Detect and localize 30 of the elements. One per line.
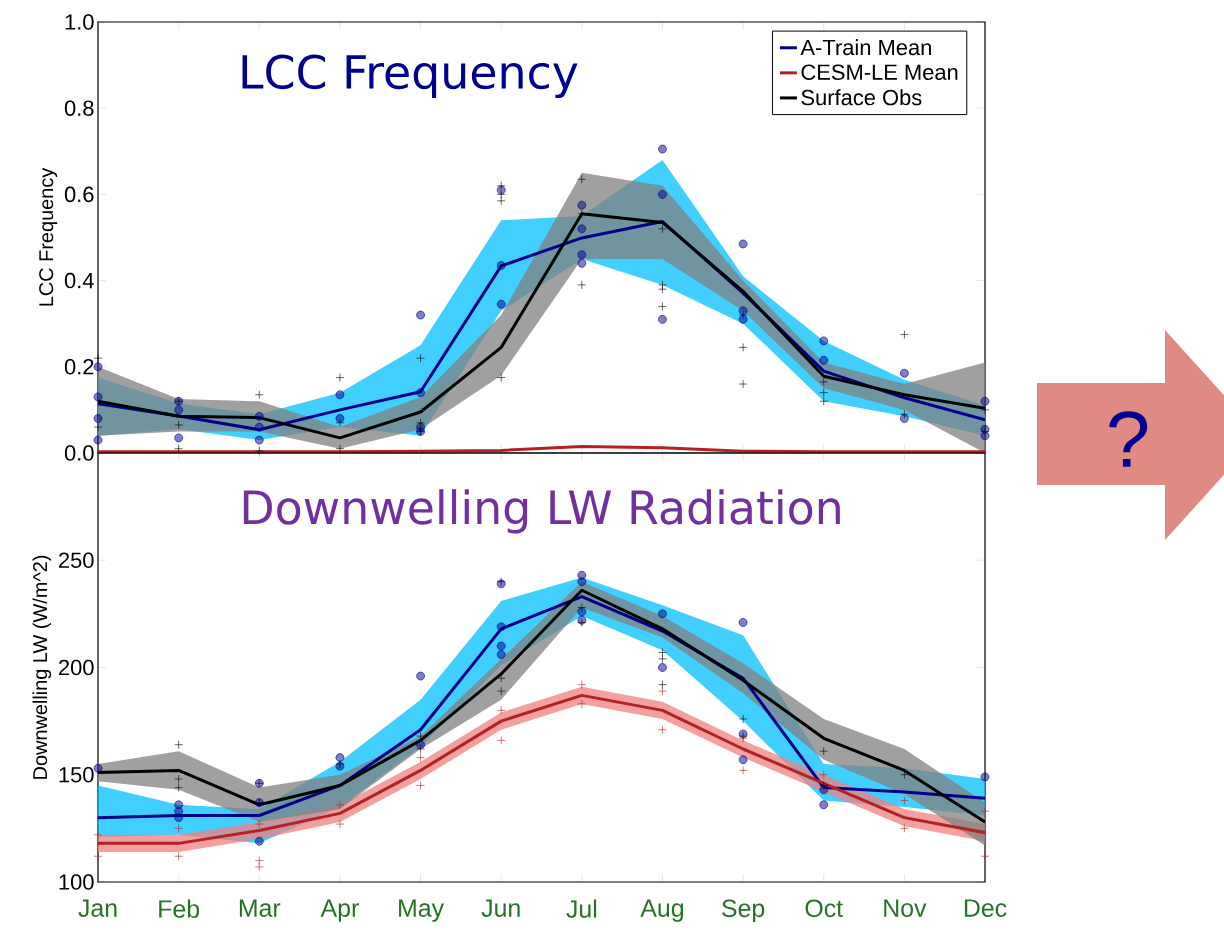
y-tick-label: 0.4: [64, 272, 94, 289]
x-tick-label: Apr: [320, 899, 359, 922]
x-tick-label: May: [399, 899, 445, 922]
x-tick-label: Aug: [640, 899, 684, 922]
x-tick-label: Mar: [239, 899, 281, 917]
y-tick-label: 0.2: [64, 359, 94, 375]
y-tick-label: 0.0: [64, 445, 94, 461]
x-tick-label: Jan: [78, 899, 117, 917]
x-tick-label: Dec: [964, 899, 1007, 917]
y-tick-label: 200: [59, 659, 94, 676]
text: ?: [1109, 411, 1148, 467]
y-tick-label: 1.0: [65, 14, 94, 30]
x-tick-label: Jul: [566, 899, 597, 918]
legend-label: Surface Obs: [801, 89, 922, 106]
text: LCC Frequency: [242, 54, 578, 99]
x-tick-label: Sep: [722, 899, 765, 923]
x-tick-label: Feb: [159, 899, 200, 918]
y-tick-label: 250: [59, 552, 94, 568]
y-axis-title: LCC Frequency: [39, 167, 58, 306]
legend-label: CESM-LE Mean: [801, 64, 958, 80]
y-tick-label: 150: [59, 766, 94, 783]
legend-label: A-Train Mean: [800, 39, 931, 56]
text: Downwelling LW Radiation: [243, 489, 840, 534]
y-axis-title: Downwelling LW (W/m^2): [32, 555, 52, 779]
x-tick-label: Jun: [481, 899, 520, 917]
y-tick-label: 100: [59, 874, 94, 890]
y-tick-label: 0.6: [64, 186, 94, 203]
x-tick-label: Oct: [805, 899, 843, 918]
y-tick-label: 0.8: [64, 100, 94, 116]
x-tick-label: Nov: [884, 899, 927, 917]
